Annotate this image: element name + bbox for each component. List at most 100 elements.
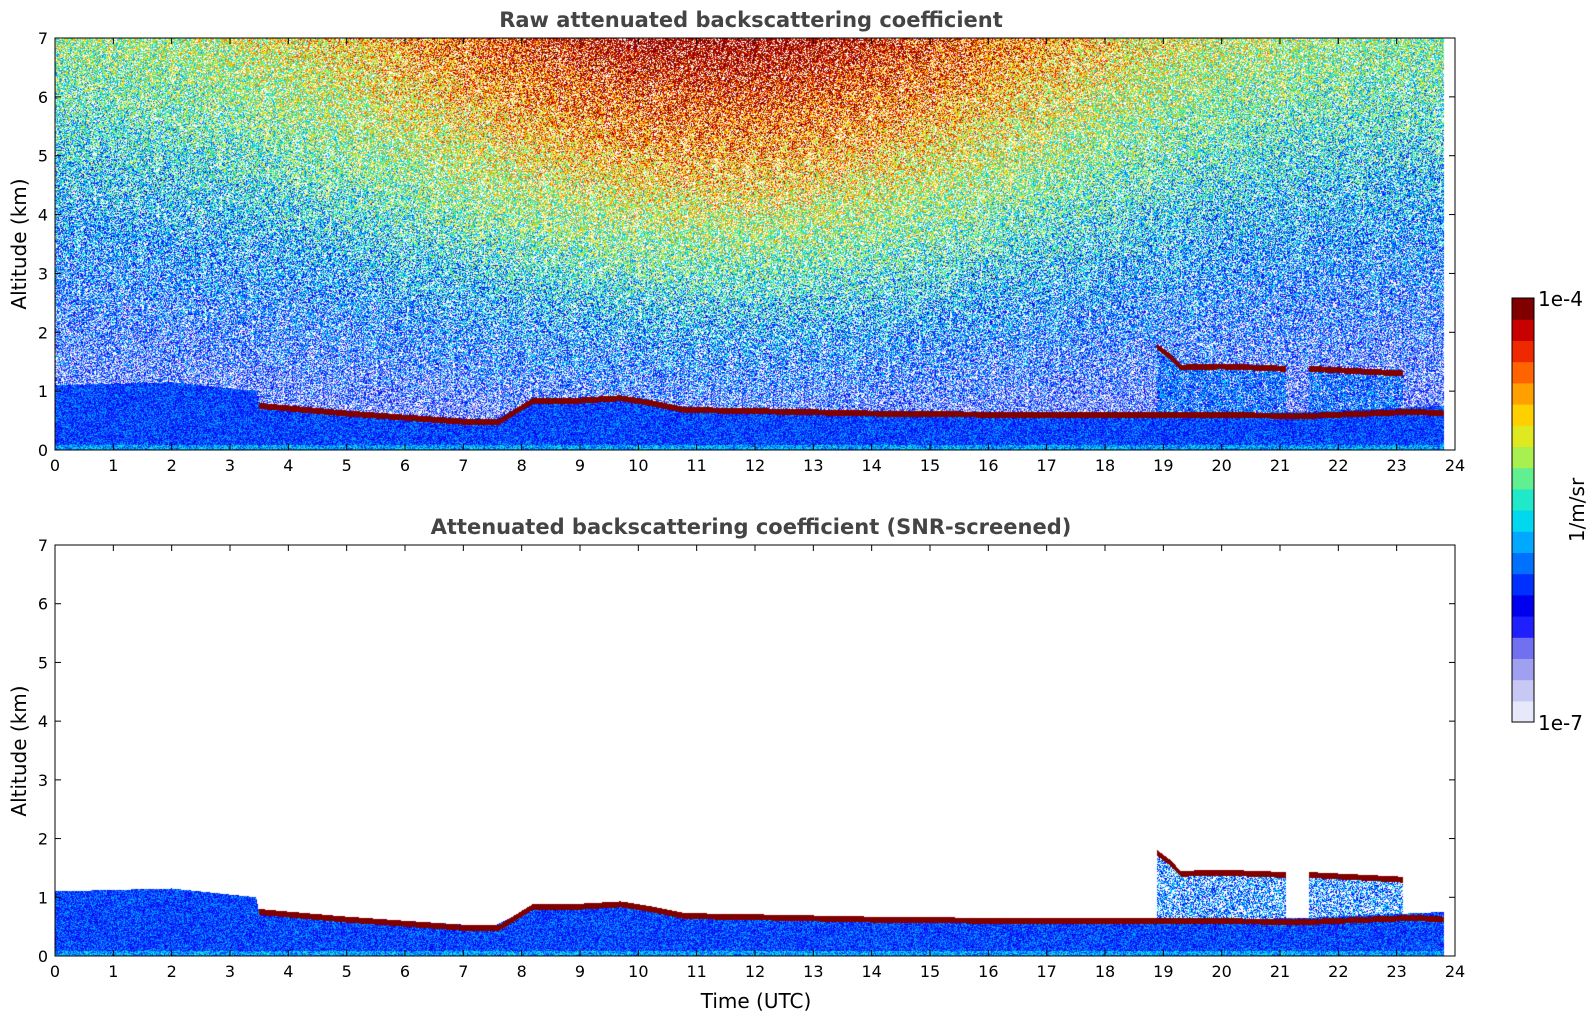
x-tick-label: 18	[1095, 456, 1115, 475]
panel-title: Attenuated backscattering coefficient (S…	[431, 515, 1072, 539]
x-ticks: 0 1 2 3 4 5 6 7 8 9 10 11 12 13 14 15 16 17 18 19 20 21 22 23 24	[50, 545, 1465, 981]
colorbar-min-label: 1e-7	[1538, 711, 1583, 735]
raw-backscatter-panel: Raw attenuated backscattering coefficien…	[7, 8, 1465, 475]
colorbar-gradient	[1512, 298, 1534, 723]
x-tick-label: 6	[400, 456, 410, 475]
y-tick-label: 2	[38, 323, 48, 342]
x-tick-label: 10	[628, 456, 648, 475]
y-tick-label: 7	[38, 29, 48, 48]
y-tick-label: 4	[38, 206, 48, 225]
x-tick-label: 22	[1328, 456, 1348, 475]
x-tick-label: 24	[1445, 456, 1465, 475]
x-tick-label: 1	[108, 456, 118, 475]
x-tick-label: 24	[1445, 962, 1465, 981]
x-tick-label: 19	[1153, 456, 1173, 475]
x-tick-label: 19	[1153, 962, 1173, 981]
x-tick-label: 21	[1270, 456, 1290, 475]
x-tick-label: 16	[978, 962, 998, 981]
x-tick-label: 12	[745, 456, 765, 475]
y-tick-label: 3	[38, 264, 48, 283]
x-tick-label: 13	[803, 962, 823, 981]
colorbar-cell	[1512, 298, 1534, 320]
x-tick-label: 10	[628, 962, 648, 981]
x-tick-label: 17	[1036, 456, 1056, 475]
snr-screened-panel: Attenuated backscattering coefficient (S…	[7, 515, 1465, 1013]
backscatter-heatmap	[55, 545, 1455, 956]
x-tick-label: 1	[108, 962, 118, 981]
x-tick-label: 23	[1386, 962, 1406, 981]
colorbar-cell	[1512, 361, 1534, 384]
x-tick-label: 14	[861, 456, 881, 475]
x-tick-label: 5	[342, 456, 352, 475]
colorbar-cell	[1512, 700, 1534, 723]
colorbar-cell	[1512, 616, 1534, 638]
colorbar-cell	[1512, 594, 1534, 617]
x-tick-label: 3	[225, 456, 235, 475]
colorbar-cell	[1512, 467, 1534, 490]
y-tick-label: 4	[38, 712, 48, 731]
x-tick-label: 0	[50, 456, 60, 475]
x-tick-label: 15	[920, 962, 940, 981]
x-tick-label: 14	[861, 962, 881, 981]
colorbar-cell	[1512, 382, 1534, 405]
colorbar-cell	[1512, 404, 1534, 426]
y-tick-label: 3	[38, 771, 48, 790]
x-tick-label: 11	[686, 962, 706, 981]
y-ticks: 0 1 2 3 4 5 6 7	[38, 29, 1455, 460]
colorbar-cell	[1512, 510, 1534, 532]
x-tick-label: 21	[1270, 962, 1290, 981]
y-tick-label: 7	[38, 536, 48, 555]
panel-title: Raw attenuated backscattering coefficien…	[499, 8, 1003, 32]
colorbar-max-label: 1e-4	[1538, 287, 1583, 311]
y-tick-label: 0	[38, 947, 48, 966]
x-tick-label: 4	[283, 456, 293, 475]
y-axis-label: Altitude (km)	[7, 685, 31, 816]
colorbar-cell	[1512, 425, 1534, 447]
backscatter-heatmap	[55, 38, 1455, 450]
y-tick-label: 5	[38, 147, 48, 166]
x-tick-label: 20	[1211, 962, 1231, 981]
x-tick-label: 7	[458, 962, 468, 981]
colorbar-cell	[1512, 658, 1534, 681]
x-tick-label: 6	[400, 962, 410, 981]
x-tick-label: 8	[517, 962, 527, 981]
x-tick-label: 0	[50, 962, 60, 981]
x-tick-label: 4	[283, 962, 293, 981]
x-tick-label: 5	[342, 962, 352, 981]
y-tick-label: 2	[38, 830, 48, 849]
x-tick-label: 7	[458, 456, 468, 475]
colorbar-cell	[1512, 319, 1534, 341]
x-tick-label: 11	[686, 456, 706, 475]
x-ticks: 0 1 2 3 4 5 6 7 8 9 10 11 12 13 14 15 16 17 18 19 20 21 22 23 24	[50, 38, 1465, 475]
y-tick-label: 1	[38, 382, 48, 401]
y-tick-label: 1	[38, 888, 48, 907]
x-tick-label: 9	[575, 962, 585, 981]
x-tick-label: 13	[803, 456, 823, 475]
x-tick-label: 3	[225, 962, 235, 981]
colorbar-cell	[1512, 488, 1534, 511]
colorbar-cell	[1512, 552, 1534, 575]
x-tick-label: 12	[745, 962, 765, 981]
x-tick-label: 9	[575, 456, 585, 475]
colorbar-frame	[1511, 297, 1535, 723]
y-tick-label: 6	[38, 595, 48, 614]
x-tick-label: 20	[1211, 456, 1231, 475]
colorbar-unit-label: 1/m/sr	[1565, 477, 1589, 542]
y-axis-label: Altitude (km)	[7, 178, 31, 309]
x-tick-label: 18	[1095, 962, 1115, 981]
colorbar-cell	[1512, 637, 1534, 659]
y-tick-label: 6	[38, 88, 48, 107]
colorbar-cell	[1512, 573, 1534, 596]
colorbar-cell	[1512, 531, 1534, 553]
x-tick-label: 22	[1328, 962, 1348, 981]
colorbar-cell	[1512, 446, 1534, 469]
y-ticks: 0 1 2 3 4 5 6 7	[38, 536, 1455, 966]
x-tick-label: 2	[167, 962, 177, 981]
x-tick-label: 15	[920, 456, 940, 475]
x-tick-label: 23	[1386, 456, 1406, 475]
colorbar-cell	[1512, 340, 1534, 363]
x-tick-label: 8	[517, 456, 527, 475]
colorbar-cell	[1512, 679, 1534, 702]
x-tick-label: 16	[978, 456, 998, 475]
x-tick-label: 17	[1036, 962, 1056, 981]
